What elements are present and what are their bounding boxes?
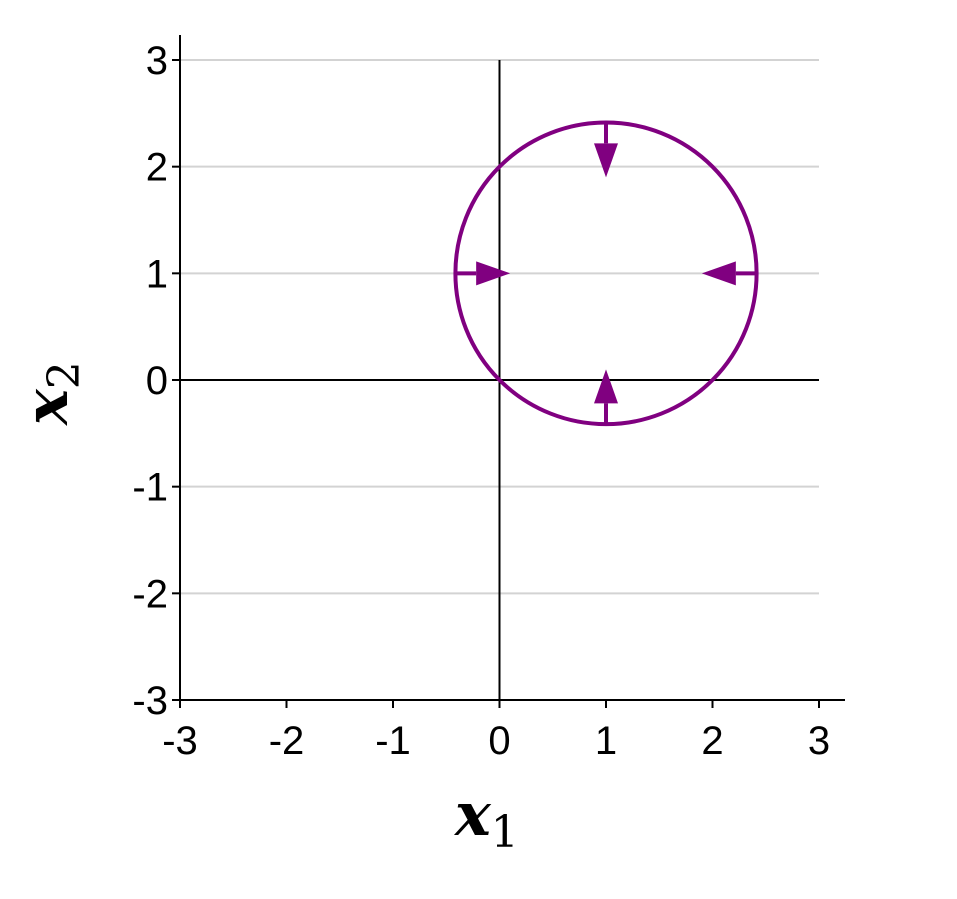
arrow-head xyxy=(594,369,618,404)
arrow-left xyxy=(455,261,511,286)
x-axis-label: x1 xyxy=(453,780,519,858)
y-tick-label: 0 xyxy=(146,359,168,403)
x-tick-label: 1 xyxy=(595,719,617,763)
ticks: -3 -2 -1 0 1 2 3 -3 -2 -1 0 1 2 3 xyxy=(132,39,830,763)
axes xyxy=(179,35,845,701)
x-tick-label: -1 xyxy=(375,719,411,763)
x-tick-label: 3 xyxy=(808,719,830,763)
arrow-head xyxy=(476,261,511,286)
y-tick-label: -3 xyxy=(132,679,168,723)
x-tick-label: 2 xyxy=(701,719,723,763)
circle-series xyxy=(453,120,759,427)
y-tick-label: 1 xyxy=(146,252,168,296)
arrow-right xyxy=(701,261,757,286)
arrow-head xyxy=(701,261,736,286)
arrow-bottom xyxy=(594,369,618,425)
y-axis-label: x2 xyxy=(12,361,90,427)
x-tick-label: -2 xyxy=(269,719,305,763)
y-axis-label-subscript: 2 xyxy=(39,361,90,389)
y-tick-label: -2 xyxy=(132,572,168,616)
y-tick-label: -1 xyxy=(132,466,168,510)
arrow-top xyxy=(594,122,618,178)
x-tick-label: 0 xyxy=(488,719,510,763)
x-axis-label-subscript: 1 xyxy=(491,807,519,858)
arrow-head xyxy=(594,143,618,178)
y-tick-label: 3 xyxy=(146,39,168,83)
y-tick-label: 2 xyxy=(146,146,168,190)
x-tick-label: -3 xyxy=(162,719,198,763)
